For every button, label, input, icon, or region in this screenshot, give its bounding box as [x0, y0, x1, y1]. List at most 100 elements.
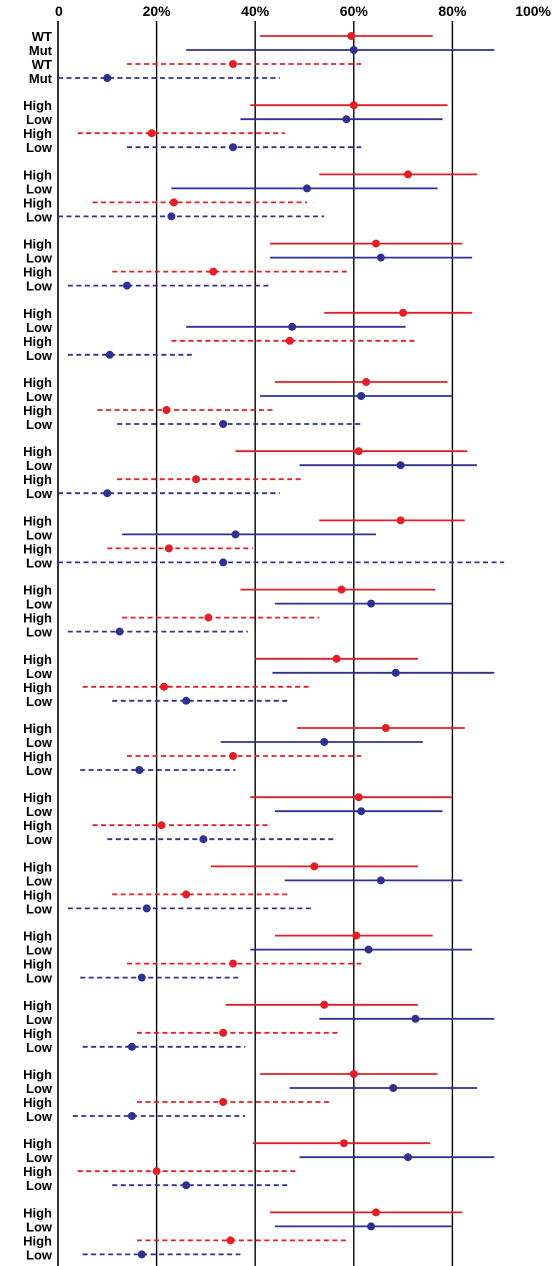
- row-label: High: [23, 1136, 52, 1151]
- row-label: Mut: [29, 43, 53, 58]
- point-estimate: [167, 212, 176, 221]
- row-label: High: [23, 98, 52, 113]
- row-label: High: [23, 1164, 52, 1179]
- row-label: Low: [26, 1081, 53, 1096]
- point-estimate: [352, 931, 361, 940]
- row-label: Low: [26, 417, 53, 432]
- point-estimate: [231, 530, 240, 539]
- row-label: High: [23, 1026, 52, 1041]
- x-tick-label: 40%: [241, 3, 270, 19]
- point-estimate: [381, 724, 390, 732]
- row-label: Low: [26, 597, 53, 612]
- row-label: High: [23, 818, 52, 833]
- point-estimate: [147, 129, 156, 138]
- row-label: Low: [26, 140, 53, 155]
- point-estimate: [342, 115, 351, 124]
- row-label: Low: [26, 832, 53, 847]
- row-label: Mut: [29, 71, 53, 86]
- row-label: High: [23, 334, 52, 349]
- point-estimate: [127, 1112, 136, 1120]
- row-label: Low: [26, 1219, 53, 1234]
- point-estimate: [142, 904, 151, 913]
- row-label: High: [23, 887, 52, 902]
- point-estimate: [310, 862, 319, 871]
- point-estimate: [362, 378, 371, 386]
- point-estimate: [226, 1236, 235, 1245]
- point-estimate: [135, 766, 144, 774]
- point-estimate: [152, 1167, 161, 1176]
- row-label: High: [23, 126, 52, 141]
- point-estimate: [357, 807, 366, 816]
- point-estimate: [229, 60, 238, 68]
- x-axis-ticks: 0 20% 40% 60% 80% 100%: [55, 3, 552, 19]
- point-estimate: [349, 1070, 358, 1078]
- point-estimate: [204, 613, 213, 622]
- point-estimate: [367, 599, 376, 608]
- point-estimate: [229, 752, 238, 760]
- x-tick-label: 80%: [438, 3, 467, 19]
- row-label: Low: [26, 486, 53, 501]
- point-estimate: [411, 1014, 420, 1023]
- point-estimate: [337, 585, 346, 594]
- row-label: High: [23, 375, 52, 390]
- row-label: Low: [26, 625, 53, 640]
- row-label: Low: [26, 209, 53, 224]
- row-label: High: [23, 680, 52, 695]
- row-label: High: [23, 1095, 52, 1110]
- point-estimate: [162, 406, 171, 414]
- point-estimate: [302, 184, 311, 193]
- row-label: Low: [26, 320, 53, 335]
- row-label: Low: [26, 279, 53, 294]
- point-estimate: [164, 544, 173, 553]
- point-estimate: [320, 738, 329, 746]
- row-label: High: [23, 167, 52, 182]
- row-label: Low: [26, 555, 53, 570]
- point-estimate: [371, 1208, 380, 1217]
- point-estimate: [219, 1028, 228, 1037]
- row-label: High: [23, 472, 52, 487]
- point-estimate: [209, 267, 218, 276]
- row-label: Low: [26, 804, 53, 819]
- point-estimate: [103, 74, 112, 82]
- point-estimate: [332, 654, 341, 663]
- row-label: Low: [26, 763, 53, 778]
- point-estimate: [376, 253, 385, 262]
- point-estimate: [182, 890, 191, 899]
- point-estimate: [137, 1250, 146, 1259]
- point-estimate: [159, 682, 168, 691]
- row-label: Low: [26, 694, 53, 709]
- row-label: Low: [26, 1150, 53, 1165]
- row-label: Low: [26, 251, 53, 266]
- row-label: High: [23, 957, 52, 972]
- x-tick-label: 20%: [143, 3, 172, 19]
- row-label: WT: [32, 57, 52, 72]
- row-label: High: [23, 306, 52, 321]
- row-label: Low: [26, 1178, 53, 1193]
- point-estimate: [229, 143, 238, 152]
- row-label: Low: [26, 901, 53, 916]
- point-estimate: [399, 308, 408, 317]
- row-label: Low: [26, 348, 53, 363]
- point-estimate: [219, 558, 228, 567]
- point-estimate: [127, 1042, 136, 1051]
- x-tick-label: 0: [55, 3, 63, 19]
- point-estimate: [357, 392, 366, 400]
- row-label: High: [23, 611, 52, 626]
- point-estimate: [115, 627, 124, 636]
- row-label: Low: [26, 112, 53, 127]
- point-estimate: [219, 1098, 228, 1106]
- row-label: Low: [26, 1109, 53, 1124]
- plot-marks: [58, 32, 505, 1259]
- row-label: High: [23, 790, 52, 805]
- row-label: High: [23, 1205, 52, 1220]
- x-tick-label: 100%: [515, 3, 551, 19]
- point-estimate: [404, 1153, 413, 1162]
- row-label: Low: [26, 1040, 53, 1055]
- point-estimate: [354, 793, 363, 802]
- row-label: High: [23, 195, 52, 210]
- row-label: High: [23, 513, 52, 528]
- row-label: High: [23, 652, 52, 667]
- point-estimate: [371, 239, 380, 248]
- x-tick-label: 60%: [340, 3, 369, 19]
- point-estimate: [320, 1000, 329, 1009]
